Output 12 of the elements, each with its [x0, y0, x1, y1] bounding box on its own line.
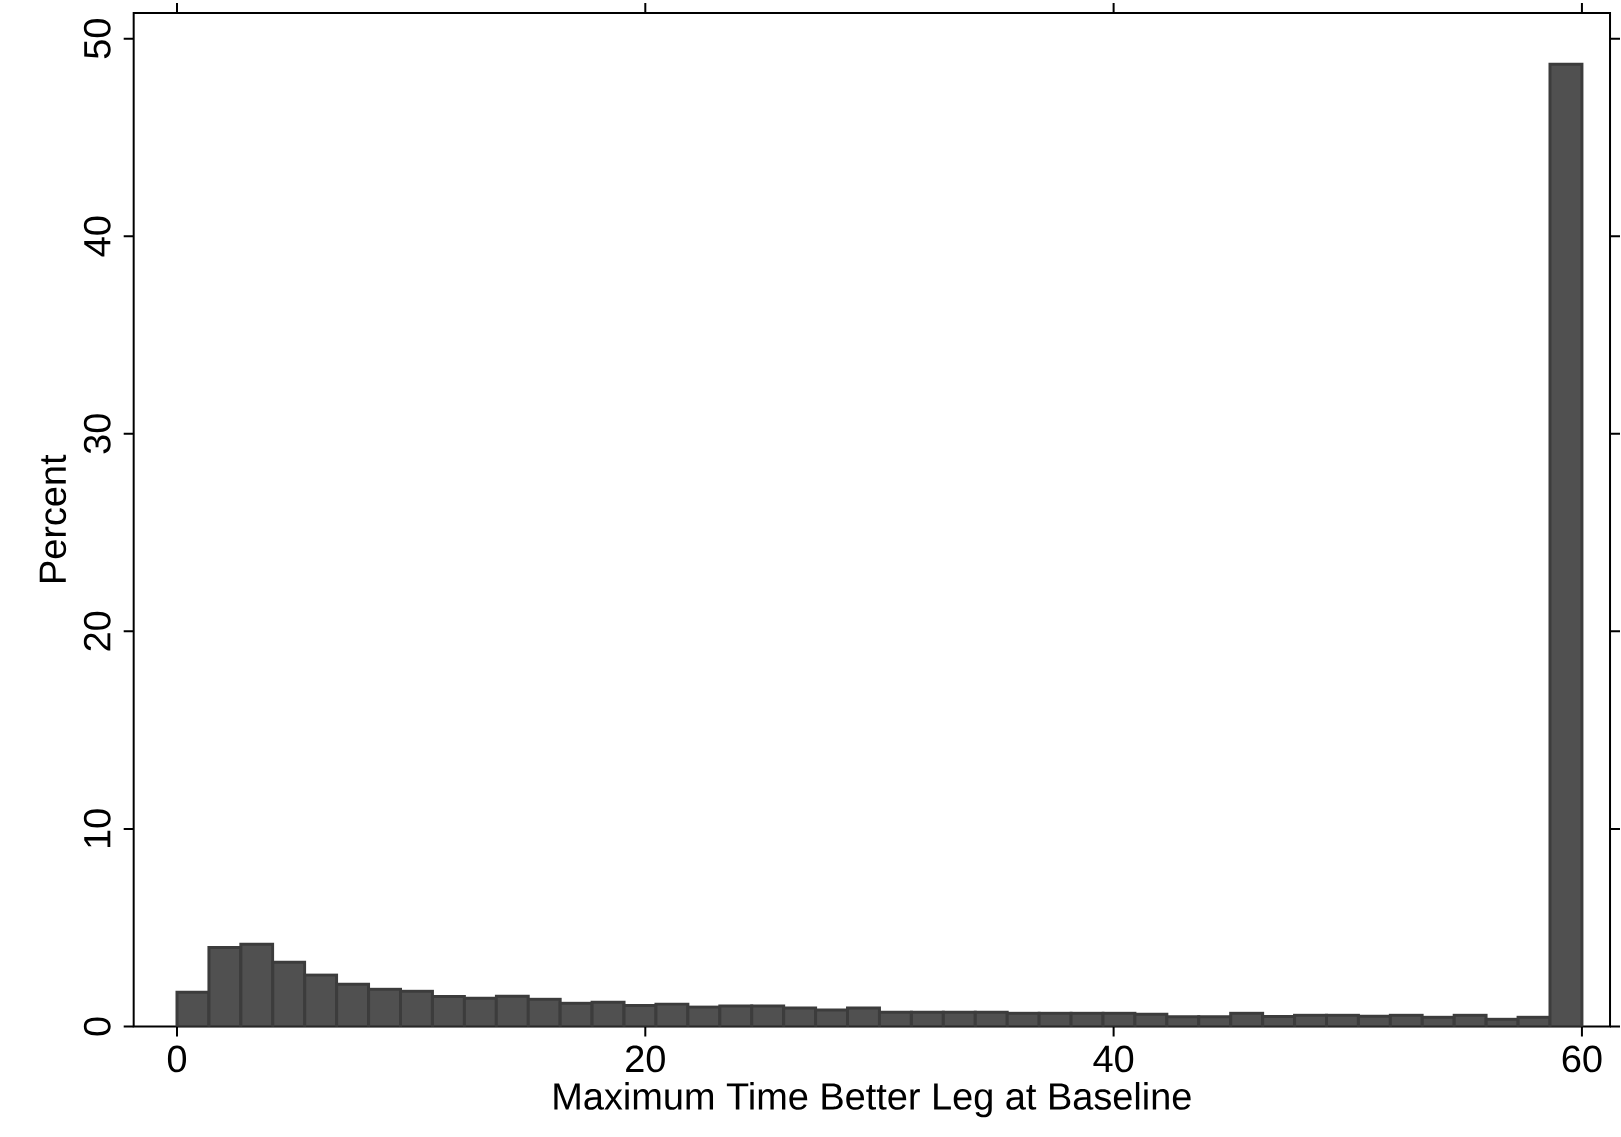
y-tick-label: 10: [83, 809, 111, 848]
y-axis-title: Percent: [39, 454, 67, 582]
y-tick-label: 40: [83, 216, 111, 257]
x-axis-title: Maximum Time Better Leg at Baseline: [554, 1081, 1191, 1118]
y-tick-label: 0: [83, 1017, 111, 1036]
y-tick-label: 30: [83, 414, 111, 454]
y-tick-label: 20: [83, 611, 111, 651]
x-tick-label: 0: [167, 1045, 187, 1073]
y-tick-label: 50: [83, 18, 111, 59]
x-tick-label: 20: [626, 1045, 665, 1073]
x-tick-label: 40: [1093, 1045, 1134, 1073]
x-tick-label: 60: [1562, 1045, 1602, 1073]
